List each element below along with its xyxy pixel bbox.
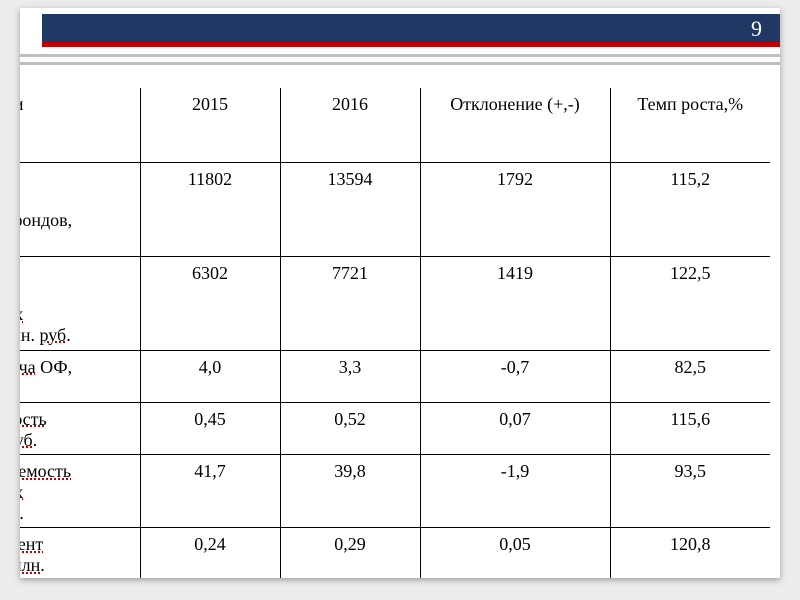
table-row: ндоотдача ОФ,н. руб.4,03,3-0,782,5 [20, 350, 770, 402]
col-header-growth: Темп роста,% [610, 88, 770, 163]
header-bar-red [42, 42, 780, 47]
col-header-2016: 2016 [280, 88, 420, 163]
cell-delta: 1792 [420, 163, 610, 257]
page-number: 9 [751, 16, 762, 42]
cell-growth: 120,8 [610, 528, 770, 578]
table-head: казатели 2015 2016 Отклонение (+,-) Темп… [20, 88, 770, 163]
header-rule-2 [20, 62, 780, 65]
cell-y2016: 3,3 [280, 350, 420, 402]
cell-growth: 115,2 [610, 163, 770, 257]
cell-y2015: 0,45 [140, 402, 280, 454]
cell-y2016: 7721 [280, 256, 420, 350]
table-row: орачиваемостьоротныхдств, дн.41,739,8-1,… [20, 455, 770, 528]
row-label: едняяимостьовных фондов,н. руб. [20, 163, 140, 257]
cell-delta: 1419 [420, 256, 610, 350]
cell-delta: -0,7 [420, 350, 610, 402]
table-body: едняяимостьовных фондов,н. руб.118021359… [20, 163, 770, 579]
cell-y2015: 4,0 [140, 350, 280, 402]
cell-y2016: 13594 [280, 163, 420, 257]
cell-growth: 82,5 [610, 350, 770, 402]
cell-delta: 0,05 [420, 528, 610, 578]
cell-growth: 93,5 [610, 455, 770, 528]
col-header-delta: Отклонение (+,-) [420, 88, 610, 163]
col-header-2015: 2015 [140, 88, 280, 163]
cell-growth: 122,5 [610, 256, 770, 350]
col-header-indicators: казатели [20, 88, 140, 163]
cell-y2016: 0,29 [280, 528, 420, 578]
row-label: ндоотдача ОФ,н. руб. [20, 350, 140, 402]
cell-y2016: 0,52 [280, 402, 420, 454]
row-label: орачиваемостьоротныхдств, дн. [20, 455, 140, 528]
cell-growth: 115,6 [610, 402, 770, 454]
row-label: едняяимостьоротныхдств, млн. руб. [20, 256, 140, 350]
header-rule-1 [20, 54, 780, 57]
cell-delta: -1,9 [420, 455, 610, 528]
cell-y2015: 41,7 [140, 455, 280, 528]
header-bar-navy [42, 14, 780, 42]
table-row: ндоемкость, млн. руб.0,450,520,07115,6 [20, 402, 770, 454]
slide: 9 казатели 2015 2016 Отклонение (+,-) Те… [20, 8, 780, 578]
cell-y2016: 39,8 [280, 455, 420, 528]
cell-y2015: 11802 [140, 163, 280, 257]
table-header-row: казатели 2015 2016 Отклонение (+,-) Темп… [20, 88, 770, 163]
cell-delta: 0,07 [420, 402, 610, 454]
row-label: эффициентрузки, млн. [20, 528, 140, 578]
indicators-table: казатели 2015 2016 Отклонение (+,-) Темп… [20, 88, 770, 578]
table-row: едняяимостьовных фондов,н. руб.118021359… [20, 163, 770, 257]
table-row: эффициентрузки, млн.0,240,290,05120,8 [20, 528, 770, 578]
table-container: казатели 2015 2016 Отклонение (+,-) Темп… [20, 88, 770, 578]
row-label: ндоемкость, млн. руб. [20, 402, 140, 454]
cell-y2015: 0,24 [140, 528, 280, 578]
cell-y2015: 6302 [140, 256, 280, 350]
table-row: едняяимостьоротныхдств, млн. руб.6302772… [20, 256, 770, 350]
